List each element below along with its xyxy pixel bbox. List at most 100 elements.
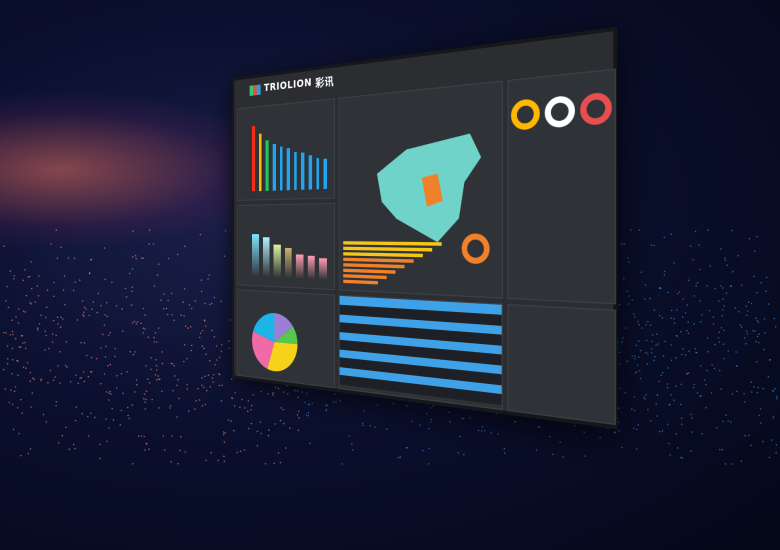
particle (111, 408, 113, 410)
particle (633, 428, 635, 430)
particle (656, 415, 658, 417)
particle (758, 387, 760, 389)
particle (339, 400, 341, 402)
particle (223, 434, 225, 436)
particle (53, 380, 55, 382)
particle (55, 405, 57, 407)
particle (201, 279, 203, 281)
particle (736, 391, 738, 393)
particle (722, 449, 724, 451)
particle (17, 374, 19, 376)
particle (104, 247, 106, 249)
particle (31, 288, 33, 290)
particle (675, 357, 677, 359)
particle (748, 301, 750, 303)
particle (120, 410, 122, 412)
particle (683, 298, 685, 300)
particle (157, 274, 159, 276)
particle (721, 327, 723, 329)
particle (214, 364, 216, 366)
particle (651, 341, 653, 343)
particle (187, 327, 189, 329)
particle (776, 444, 778, 446)
particle (659, 315, 661, 317)
bar (252, 235, 259, 278)
particle (618, 421, 620, 423)
particle (638, 356, 640, 358)
particle (73, 290, 75, 292)
particle (167, 314, 169, 316)
particle (719, 370, 721, 372)
particle (734, 307, 736, 309)
particle (673, 399, 675, 401)
particle (148, 448, 150, 450)
particle (668, 443, 670, 445)
particle (37, 285, 39, 287)
particle (720, 285, 722, 287)
particle (219, 385, 221, 387)
particle (209, 360, 211, 362)
bar (285, 248, 292, 278)
particle (294, 390, 296, 392)
particle (82, 300, 84, 302)
particle (204, 319, 206, 321)
bar (324, 159, 327, 189)
brand-logo: TRIOLION 彩讯 (250, 72, 334, 98)
particle (129, 273, 131, 275)
particle (691, 417, 693, 419)
particle (709, 310, 711, 312)
particle (248, 400, 250, 402)
particle (84, 381, 86, 383)
particle (711, 364, 713, 366)
particle (180, 314, 182, 316)
particle (32, 392, 34, 394)
particle (24, 269, 26, 271)
hbar (343, 258, 413, 263)
map-panel (339, 80, 503, 298)
particle (70, 381, 72, 383)
particle (769, 359, 771, 361)
particle (151, 399, 153, 401)
particle (769, 457, 771, 459)
particle (268, 429, 270, 431)
particle (664, 271, 666, 273)
particle (268, 435, 270, 437)
particle (224, 441, 226, 443)
particle (504, 452, 506, 454)
particle (159, 378, 161, 380)
particle (131, 291, 133, 293)
particle (714, 368, 716, 370)
particle (670, 233, 672, 235)
particle (106, 441, 108, 443)
particle (682, 348, 684, 350)
particle (278, 388, 280, 390)
particle (100, 305, 102, 307)
particle (122, 330, 124, 332)
particle (104, 324, 106, 326)
particle (618, 407, 620, 409)
particle (411, 421, 413, 423)
particle (116, 387, 118, 389)
particle (43, 414, 45, 416)
particle (632, 355, 634, 357)
bar (273, 144, 276, 191)
particle (85, 308, 87, 310)
particle (762, 388, 764, 390)
particle (552, 454, 554, 456)
particle (210, 452, 212, 454)
particle (698, 244, 700, 246)
particle (298, 411, 300, 413)
particle (108, 392, 110, 394)
particle (127, 415, 129, 417)
particle (26, 295, 28, 297)
particle (636, 429, 638, 431)
particle (168, 258, 170, 260)
particle (681, 424, 683, 426)
particle (120, 424, 122, 426)
particle (104, 279, 106, 281)
particle (688, 350, 690, 352)
particle (736, 365, 738, 367)
hbar (343, 263, 404, 268)
particle (308, 415, 310, 417)
hbar (343, 269, 395, 274)
